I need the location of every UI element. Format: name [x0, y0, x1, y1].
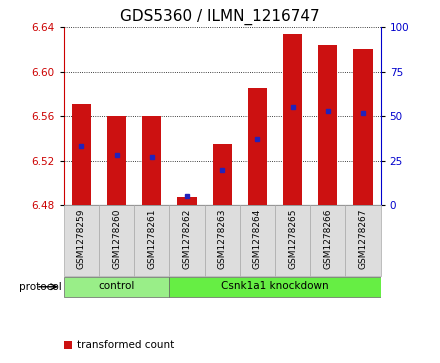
- Bar: [318, 45, 337, 205]
- Text: GSM1278265: GSM1278265: [288, 209, 297, 269]
- Text: GSM1278267: GSM1278267: [359, 209, 367, 269]
- Bar: [64, 277, 169, 297]
- Bar: [142, 116, 161, 205]
- Text: GSM1278260: GSM1278260: [112, 209, 121, 269]
- Bar: [205, 205, 240, 276]
- Text: GSM1278264: GSM1278264: [253, 209, 262, 269]
- Text: control: control: [99, 281, 135, 291]
- Bar: [275, 205, 310, 276]
- Text: GSM1278259: GSM1278259: [77, 209, 86, 269]
- Bar: [177, 197, 197, 205]
- Text: GSM1278266: GSM1278266: [323, 209, 332, 269]
- Text: GSM1278263: GSM1278263: [218, 209, 227, 269]
- Text: Csnk1a1 knockdown: Csnk1a1 knockdown: [221, 281, 329, 291]
- Bar: [134, 205, 169, 276]
- Bar: [99, 205, 134, 276]
- Bar: [169, 205, 205, 276]
- Bar: [283, 34, 302, 205]
- Bar: [353, 49, 373, 205]
- Bar: [72, 104, 91, 205]
- Bar: [107, 116, 126, 205]
- Bar: [213, 144, 232, 205]
- Text: GSM1278262: GSM1278262: [183, 209, 191, 269]
- Text: transformed count: transformed count: [77, 340, 174, 350]
- Text: GDS5360 / ILMN_1216747: GDS5360 / ILMN_1216747: [120, 9, 320, 25]
- Bar: [345, 205, 381, 276]
- Bar: [248, 88, 267, 205]
- Bar: [64, 205, 99, 276]
- Bar: [310, 205, 345, 276]
- Text: protocol: protocol: [19, 282, 62, 292]
- Text: GSM1278261: GSM1278261: [147, 209, 156, 269]
- Bar: [169, 277, 381, 297]
- Bar: [240, 205, 275, 276]
